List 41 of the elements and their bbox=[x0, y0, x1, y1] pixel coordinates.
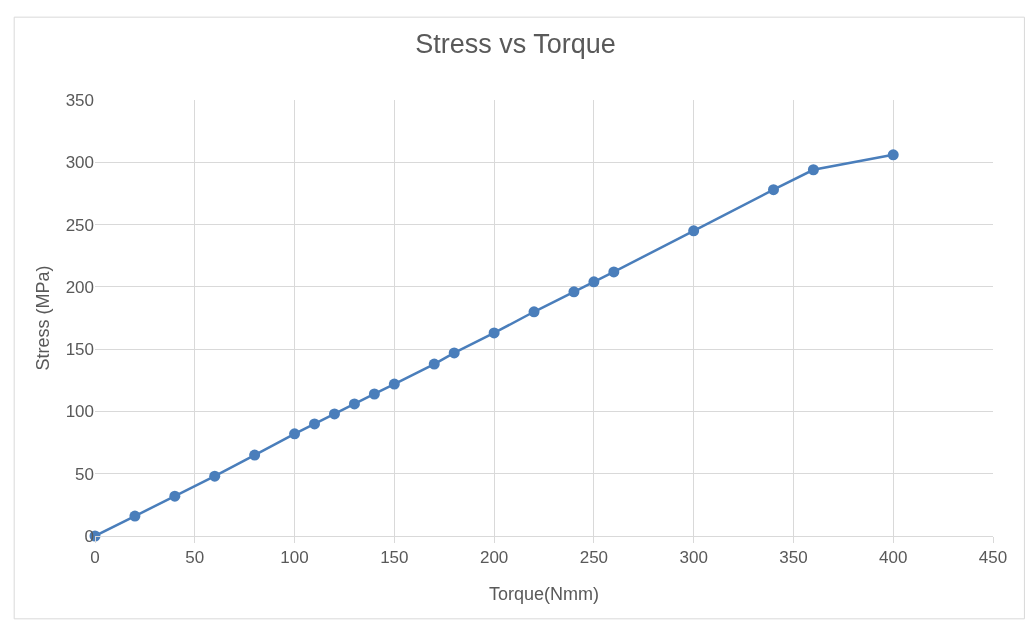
point bbox=[588, 276, 600, 288]
x-tick-label: 100 bbox=[280, 548, 309, 568]
point bbox=[289, 428, 301, 440]
y-tick-label: 0 bbox=[84, 526, 94, 546]
y-tick-label: 250 bbox=[65, 215, 94, 235]
point bbox=[169, 490, 181, 502]
point bbox=[348, 398, 360, 410]
point bbox=[209, 470, 221, 482]
y-tick-label: 200 bbox=[65, 277, 94, 297]
point bbox=[528, 306, 540, 318]
y-tick-label: 100 bbox=[65, 402, 94, 422]
point bbox=[388, 378, 400, 390]
x-tick-label: 450 bbox=[978, 548, 1008, 568]
x-tick-label: 350 bbox=[779, 548, 808, 568]
chart-title: Stress vs Torque bbox=[415, 29, 616, 60]
y-axis-title: Stress (MPa) bbox=[33, 265, 53, 371]
x-tick-label: 50 bbox=[185, 548, 205, 568]
x-tick-label: 400 bbox=[879, 548, 908, 568]
point bbox=[608, 266, 620, 278]
y-tick-label: 150 bbox=[65, 340, 94, 360]
point bbox=[887, 149, 899, 161]
point bbox=[129, 510, 141, 522]
x-axis-title: Torque(Nmm) bbox=[488, 584, 600, 604]
point bbox=[688, 225, 700, 237]
point bbox=[428, 358, 440, 370]
point bbox=[807, 164, 819, 176]
y-tick-label: 350 bbox=[65, 90, 94, 110]
point bbox=[448, 347, 460, 359]
point bbox=[767, 184, 779, 196]
point bbox=[568, 286, 580, 298]
y-tick-label: 300 bbox=[65, 153, 94, 173]
x-tick-label: 200 bbox=[479, 548, 509, 568]
x-tick-label: 250 bbox=[579, 548, 609, 568]
point bbox=[249, 449, 261, 461]
x-tick-label: 150 bbox=[380, 548, 409, 568]
point bbox=[368, 388, 380, 400]
point bbox=[328, 408, 340, 420]
y-tick-label: 50 bbox=[75, 464, 94, 484]
point bbox=[309, 418, 321, 430]
point bbox=[488, 327, 500, 339]
x-tick-label: 300 bbox=[679, 548, 708, 568]
